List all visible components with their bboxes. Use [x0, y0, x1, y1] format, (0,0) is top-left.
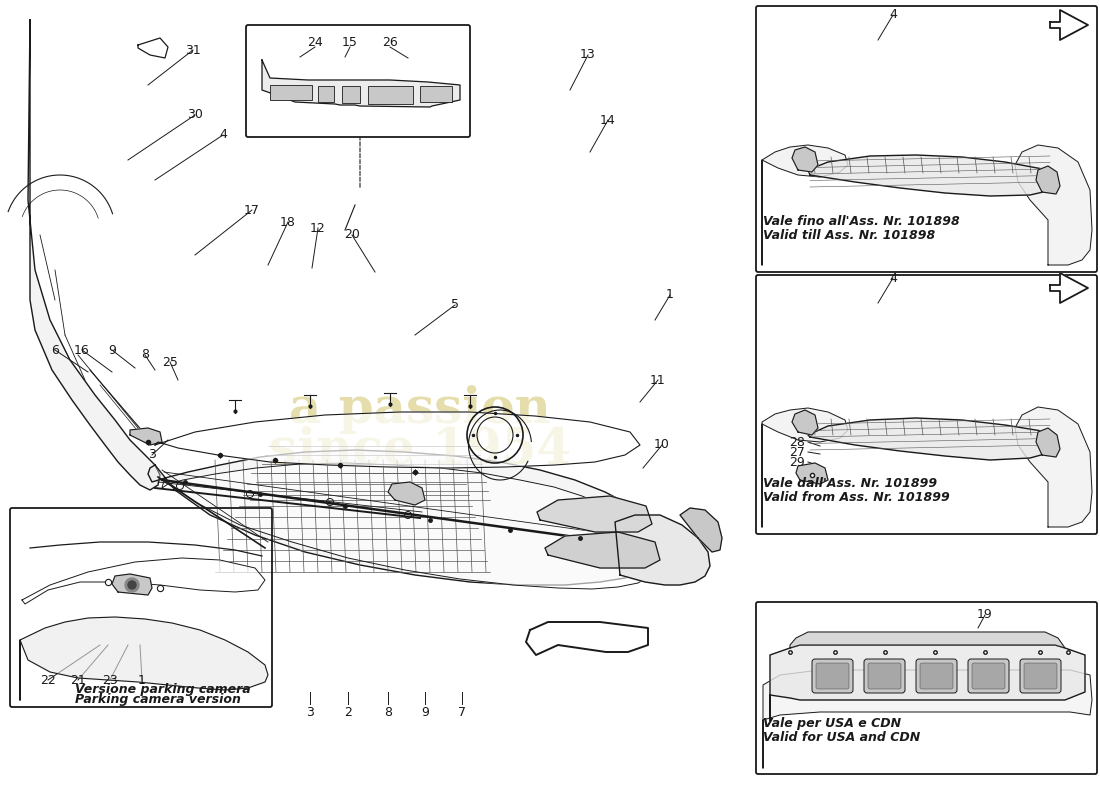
Text: 17: 17: [244, 203, 260, 217]
Polygon shape: [138, 38, 168, 58]
Text: 25: 25: [162, 355, 178, 369]
Polygon shape: [1036, 428, 1060, 457]
Text: a passion: a passion: [289, 386, 551, 434]
Text: Valid from Ass. Nr. 101899: Valid from Ass. Nr. 101899: [763, 491, 949, 504]
Text: 27: 27: [789, 446, 805, 458]
FancyBboxPatch shape: [868, 663, 901, 689]
Polygon shape: [808, 418, 1052, 460]
Polygon shape: [792, 147, 818, 172]
Bar: [342, 86, 360, 103]
Text: 6: 6: [51, 343, 59, 357]
Polygon shape: [130, 428, 162, 445]
Text: 18: 18: [280, 215, 296, 229]
Circle shape: [125, 578, 139, 592]
Polygon shape: [20, 617, 268, 700]
Text: Valid till Ass. Nr. 101898: Valid till Ass. Nr. 101898: [763, 229, 935, 242]
Text: 8: 8: [141, 349, 149, 362]
Bar: [318, 86, 334, 102]
Polygon shape: [762, 408, 848, 527]
Polygon shape: [526, 622, 648, 655]
Text: Vale per USA e CDN: Vale per USA e CDN: [763, 717, 901, 730]
FancyBboxPatch shape: [864, 659, 905, 693]
Bar: [420, 86, 452, 102]
Text: Vale fino all'Ass. Nr. 101898: Vale fino all'Ass. Nr. 101898: [763, 215, 959, 228]
Text: 24: 24: [307, 35, 323, 49]
Polygon shape: [770, 645, 1085, 720]
Polygon shape: [808, 155, 1052, 196]
Polygon shape: [1015, 407, 1092, 527]
Polygon shape: [762, 145, 848, 265]
Text: Parking camera version: Parking camera version: [75, 694, 241, 706]
Text: 3: 3: [148, 449, 156, 462]
FancyBboxPatch shape: [920, 663, 953, 689]
Bar: [270, 85, 312, 100]
Polygon shape: [796, 463, 828, 484]
Polygon shape: [28, 20, 160, 490]
Text: 19: 19: [977, 609, 993, 622]
Text: 23: 23: [102, 674, 118, 686]
Text: 31: 31: [185, 43, 201, 57]
Text: 12: 12: [310, 222, 326, 234]
Text: 30: 30: [187, 109, 202, 122]
Text: 1: 1: [139, 674, 146, 686]
Text: 29: 29: [790, 455, 805, 469]
Polygon shape: [1015, 145, 1092, 265]
Text: Valid for USA and CDN: Valid for USA and CDN: [763, 731, 921, 744]
Polygon shape: [790, 632, 1065, 648]
Text: 21: 21: [70, 674, 86, 686]
Polygon shape: [388, 482, 425, 505]
Polygon shape: [262, 60, 460, 107]
Text: 1: 1: [667, 289, 674, 302]
Bar: [368, 86, 412, 104]
Polygon shape: [1036, 166, 1060, 194]
Text: 26: 26: [382, 35, 398, 49]
Text: 10: 10: [654, 438, 670, 451]
FancyBboxPatch shape: [1024, 663, 1057, 689]
FancyBboxPatch shape: [816, 663, 849, 689]
Polygon shape: [162, 463, 654, 589]
Text: 14: 14: [601, 114, 616, 126]
Polygon shape: [680, 508, 722, 552]
Polygon shape: [112, 574, 152, 595]
FancyBboxPatch shape: [972, 663, 1005, 689]
Text: 20: 20: [344, 229, 360, 242]
Text: 11: 11: [650, 374, 666, 386]
Text: 16: 16: [74, 343, 90, 357]
Text: 9: 9: [108, 343, 115, 357]
Text: since 1954: since 1954: [268, 426, 571, 474]
Text: Vale dall'Ass. Nr. 101899: Vale dall'Ass. Nr. 101899: [763, 477, 937, 490]
FancyBboxPatch shape: [916, 659, 957, 693]
FancyBboxPatch shape: [812, 659, 852, 693]
Text: 3: 3: [306, 706, 313, 718]
Polygon shape: [792, 410, 818, 435]
Text: 4: 4: [219, 129, 227, 142]
Text: 9: 9: [421, 706, 429, 718]
Polygon shape: [537, 496, 652, 532]
FancyBboxPatch shape: [968, 659, 1009, 693]
Polygon shape: [544, 532, 660, 568]
Text: 4: 4: [889, 9, 896, 22]
Polygon shape: [763, 670, 1092, 768]
Text: 15: 15: [342, 35, 358, 49]
Polygon shape: [1050, 10, 1088, 40]
Polygon shape: [22, 558, 265, 604]
Text: 22: 22: [40, 674, 56, 686]
Text: 7: 7: [458, 706, 466, 718]
Polygon shape: [1050, 273, 1088, 303]
Polygon shape: [615, 515, 710, 585]
Text: 5: 5: [451, 298, 459, 311]
Text: 2: 2: [344, 706, 352, 718]
Polygon shape: [148, 450, 666, 585]
Text: 13: 13: [580, 49, 596, 62]
Polygon shape: [155, 412, 640, 468]
Text: Versione parking camera: Versione parking camera: [75, 683, 251, 697]
FancyBboxPatch shape: [1020, 659, 1062, 693]
Text: 28: 28: [789, 435, 805, 449]
Text: 4: 4: [889, 271, 896, 285]
Text: 8: 8: [384, 706, 392, 718]
Circle shape: [128, 581, 136, 589]
